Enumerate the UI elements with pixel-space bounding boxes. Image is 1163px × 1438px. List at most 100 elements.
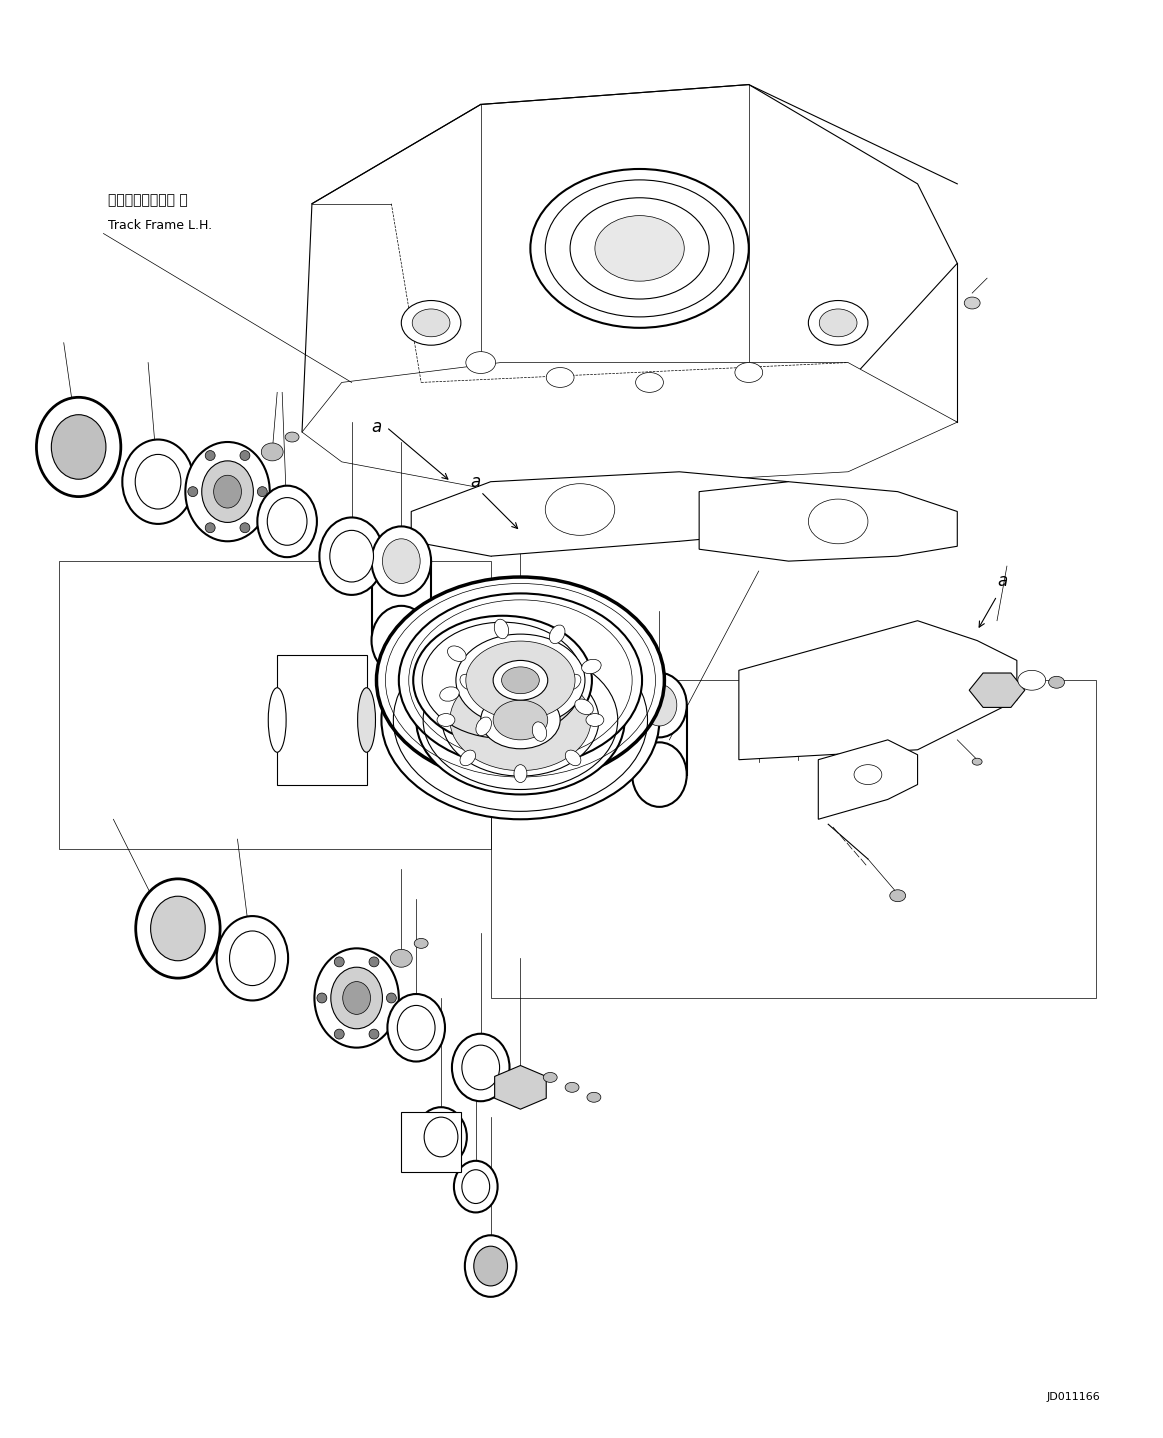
Ellipse shape bbox=[452, 1034, 509, 1102]
Ellipse shape bbox=[1049, 676, 1064, 689]
Ellipse shape bbox=[493, 660, 548, 700]
Circle shape bbox=[369, 1030, 379, 1040]
Text: トラックフレーム 左: トラックフレーム 左 bbox=[108, 193, 188, 207]
Ellipse shape bbox=[808, 499, 868, 544]
Ellipse shape bbox=[473, 1247, 507, 1286]
Text: a: a bbox=[997, 572, 1007, 590]
Ellipse shape bbox=[51, 414, 106, 479]
Circle shape bbox=[316, 994, 327, 1002]
Ellipse shape bbox=[1018, 670, 1046, 690]
Ellipse shape bbox=[465, 1235, 516, 1297]
Ellipse shape bbox=[533, 722, 547, 742]
Ellipse shape bbox=[545, 483, 615, 535]
Ellipse shape bbox=[424, 1117, 458, 1156]
Ellipse shape bbox=[476, 718, 492, 736]
Ellipse shape bbox=[201, 460, 254, 522]
Ellipse shape bbox=[462, 1169, 490, 1204]
Ellipse shape bbox=[633, 742, 686, 807]
Ellipse shape bbox=[462, 1045, 500, 1090]
Circle shape bbox=[334, 1030, 344, 1040]
Ellipse shape bbox=[414, 939, 428, 948]
Polygon shape bbox=[494, 1066, 547, 1109]
Ellipse shape bbox=[890, 890, 906, 902]
Ellipse shape bbox=[633, 673, 686, 738]
Ellipse shape bbox=[387, 994, 445, 1061]
Ellipse shape bbox=[565, 674, 580, 690]
Ellipse shape bbox=[267, 498, 307, 545]
Ellipse shape bbox=[461, 674, 476, 690]
Ellipse shape bbox=[466, 352, 495, 374]
Ellipse shape bbox=[269, 687, 286, 752]
Ellipse shape bbox=[549, 626, 565, 644]
Ellipse shape bbox=[964, 298, 980, 309]
Polygon shape bbox=[302, 85, 957, 452]
Polygon shape bbox=[819, 739, 918, 820]
Ellipse shape bbox=[330, 968, 383, 1028]
Ellipse shape bbox=[381, 621, 659, 820]
Ellipse shape bbox=[547, 368, 575, 387]
Ellipse shape bbox=[371, 526, 431, 595]
Ellipse shape bbox=[636, 372, 663, 393]
Ellipse shape bbox=[575, 699, 593, 715]
Ellipse shape bbox=[229, 930, 276, 985]
Circle shape bbox=[205, 450, 215, 460]
Ellipse shape bbox=[36, 397, 121, 496]
Ellipse shape bbox=[819, 309, 857, 336]
Ellipse shape bbox=[262, 443, 283, 460]
Ellipse shape bbox=[343, 982, 371, 1014]
Ellipse shape bbox=[257, 486, 316, 557]
Ellipse shape bbox=[285, 431, 299, 441]
Ellipse shape bbox=[530, 170, 749, 328]
Ellipse shape bbox=[582, 660, 601, 674]
Ellipse shape bbox=[320, 518, 384, 595]
Ellipse shape bbox=[586, 713, 604, 726]
Polygon shape bbox=[401, 1112, 461, 1172]
Ellipse shape bbox=[412, 309, 450, 336]
Text: a: a bbox=[471, 473, 480, 490]
Ellipse shape bbox=[437, 713, 455, 726]
Ellipse shape bbox=[450, 669, 591, 771]
Text: JD011166: JD011166 bbox=[1047, 1392, 1100, 1402]
Ellipse shape bbox=[398, 1005, 435, 1050]
Ellipse shape bbox=[448, 646, 466, 661]
Ellipse shape bbox=[480, 692, 561, 749]
Ellipse shape bbox=[543, 1073, 557, 1083]
Circle shape bbox=[386, 994, 397, 1002]
Circle shape bbox=[240, 450, 250, 460]
Ellipse shape bbox=[151, 896, 205, 961]
Ellipse shape bbox=[416, 646, 625, 794]
Ellipse shape bbox=[214, 476, 242, 508]
Ellipse shape bbox=[587, 1093, 601, 1103]
Circle shape bbox=[205, 523, 215, 532]
Ellipse shape bbox=[401, 301, 461, 345]
Ellipse shape bbox=[122, 440, 194, 523]
Ellipse shape bbox=[735, 362, 763, 383]
Circle shape bbox=[369, 956, 379, 966]
Ellipse shape bbox=[808, 301, 868, 345]
Text: a: a bbox=[371, 418, 381, 436]
Polygon shape bbox=[277, 656, 366, 785]
Ellipse shape bbox=[399, 594, 642, 766]
Ellipse shape bbox=[136, 879, 220, 978]
Ellipse shape bbox=[642, 684, 677, 726]
Ellipse shape bbox=[565, 1083, 579, 1093]
Ellipse shape bbox=[545, 180, 734, 316]
Ellipse shape bbox=[494, 620, 508, 638]
Polygon shape bbox=[699, 482, 957, 561]
Ellipse shape bbox=[461, 751, 476, 765]
Ellipse shape bbox=[377, 577, 664, 784]
Ellipse shape bbox=[314, 948, 399, 1048]
Polygon shape bbox=[969, 673, 1025, 707]
Polygon shape bbox=[302, 362, 957, 492]
Ellipse shape bbox=[854, 765, 882, 785]
Ellipse shape bbox=[466, 641, 575, 719]
Ellipse shape bbox=[442, 664, 599, 777]
Polygon shape bbox=[739, 621, 1016, 759]
Ellipse shape bbox=[440, 687, 459, 702]
Ellipse shape bbox=[383, 539, 420, 584]
Ellipse shape bbox=[514, 765, 527, 782]
Circle shape bbox=[240, 523, 250, 532]
Polygon shape bbox=[412, 472, 789, 557]
Ellipse shape bbox=[413, 615, 592, 745]
Circle shape bbox=[188, 486, 198, 496]
